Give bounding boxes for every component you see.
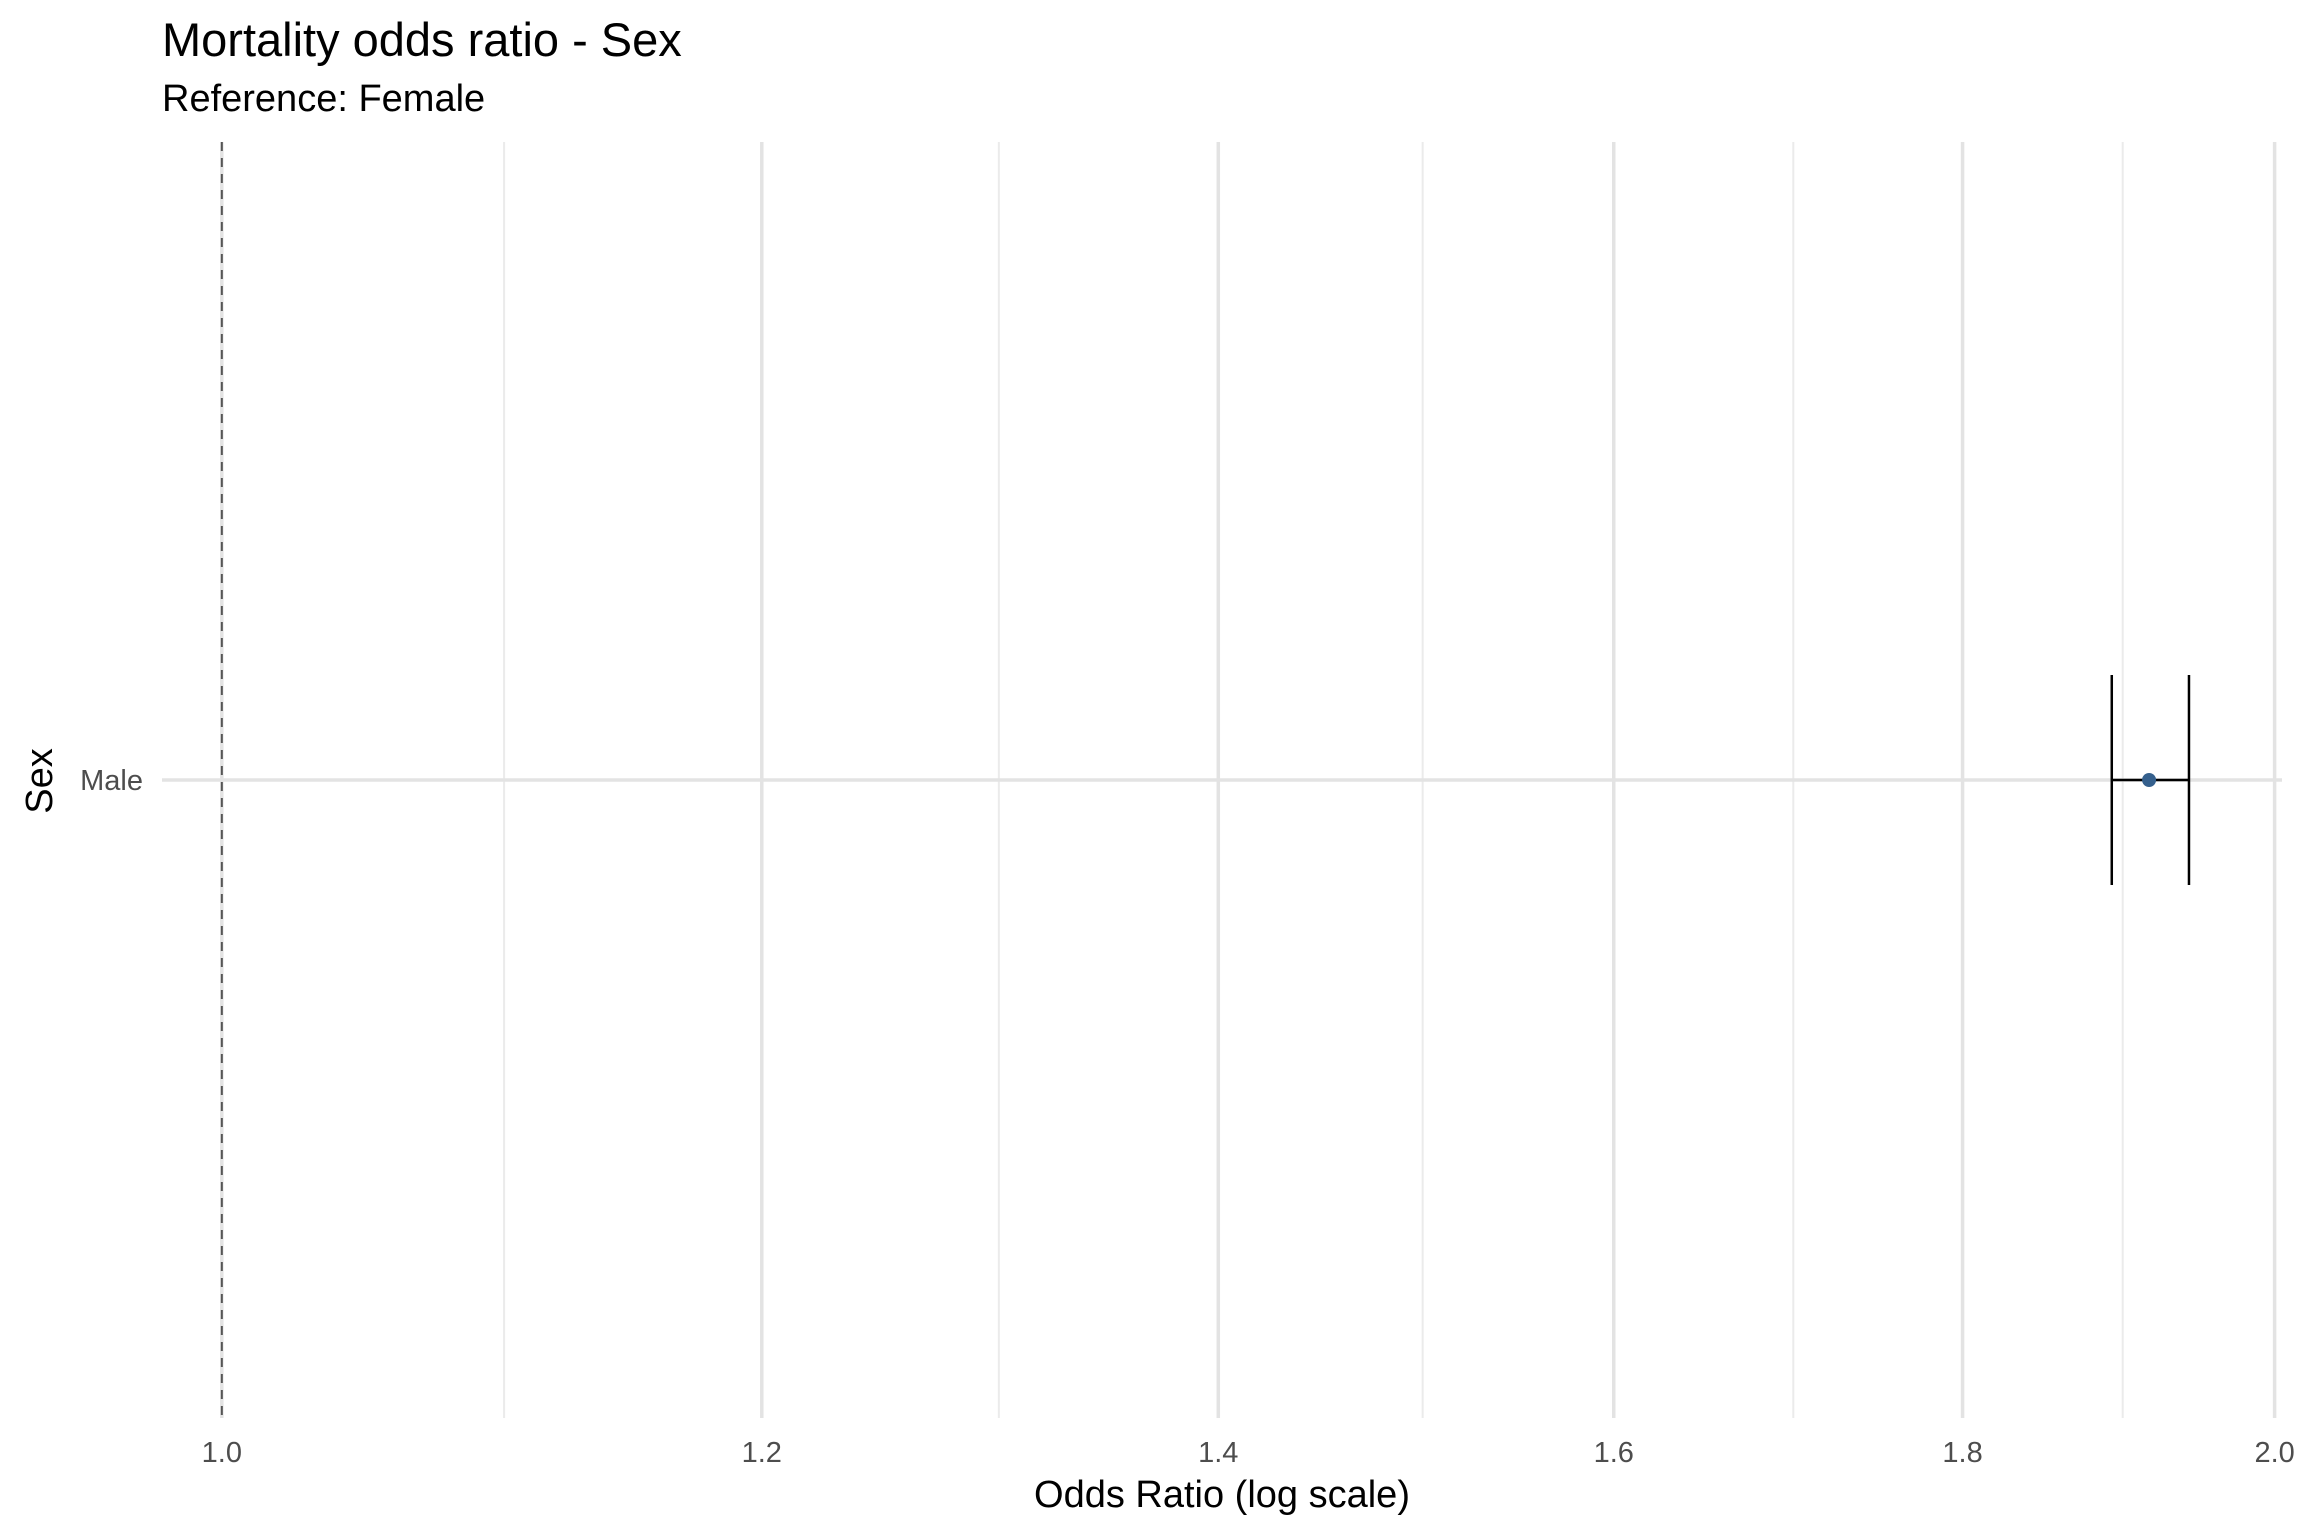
estimate-point bbox=[2142, 773, 2157, 787]
x-tick-label: 1.4 bbox=[1198, 1437, 1238, 1469]
x-tick-label: 1.8 bbox=[1942, 1437, 1982, 1469]
x-tick-label: 2.0 bbox=[2254, 1437, 2294, 1469]
chart-subtitle: Reference: Female bbox=[162, 78, 486, 120]
grid-layer bbox=[162, 142, 2282, 1418]
x-tick-label: 1.6 bbox=[1594, 1437, 1634, 1469]
x-tick-label: 1.2 bbox=[742, 1437, 782, 1469]
x-axis-title: Odds Ratio (log scale) bbox=[1034, 1474, 1410, 1516]
y-axis-title: Sex bbox=[19, 748, 61, 813]
marks-layer bbox=[2110, 675, 2191, 885]
x-tick-label: 1.0 bbox=[202, 1437, 242, 1469]
tick-labels-layer: 1.0 1.2 1.4 1.6 1.8 2.0 Male bbox=[80, 765, 2295, 1469]
y-tick-label: Male bbox=[80, 765, 143, 797]
chart-title: Mortality odds ratio - Sex bbox=[162, 13, 682, 66]
